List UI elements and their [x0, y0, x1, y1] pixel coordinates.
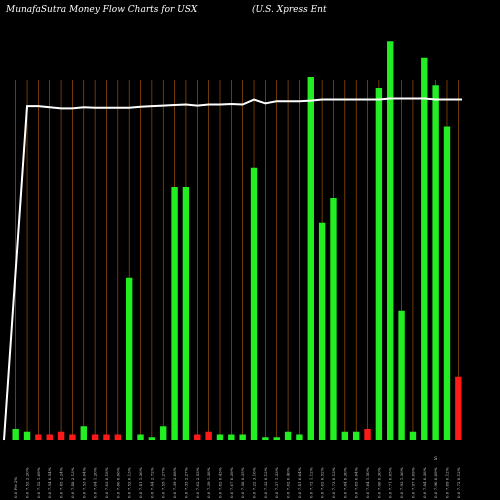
bar — [171, 187, 178, 440]
bar — [387, 41, 394, 440]
bar — [35, 434, 42, 440]
x-tick-label: 0.0 7.54 0.54% — [47, 467, 52, 498]
x-tick-label: 0.0 7.90 0.09% — [433, 467, 438, 498]
bar — [341, 431, 349, 440]
x-tick-label: 0.0 7.82 0.43% — [217, 467, 222, 498]
x-tick-label: 0.0 7.84 1.50% — [365, 467, 370, 498]
bar — [69, 434, 76, 440]
x-tick-label: 0.0 7.84 0.30% — [342, 467, 347, 498]
bar — [273, 437, 280, 440]
x-tick-label: 0.0 7.67 0.39% — [229, 467, 234, 498]
bar — [125, 277, 133, 440]
x-tick-label: 0.0 7.55 1.27% — [161, 467, 166, 498]
bar — [409, 431, 417, 440]
bar — [114, 434, 122, 440]
chart-subtitle: (U.S. Xpress Ent — [252, 4, 327, 15]
x-tick-label: 0.0 7.62 2.53% — [195, 467, 200, 498]
x-tick-label: 0.0 7.39 3.08% — [172, 467, 177, 498]
bar — [182, 187, 190, 440]
bar — [432, 85, 439, 440]
x-tick-label: 0.0 7.45 2.24% — [59, 467, 64, 498]
bar — [216, 434, 224, 440]
bar — [364, 429, 371, 440]
bar — [443, 126, 451, 440]
bar — [137, 434, 144, 440]
money-flow-line — [3, 97, 462, 441]
bar — [57, 431, 65, 440]
bar — [23, 431, 31, 440]
x-tick-label: 0.0 7.22 3.16% — [252, 467, 257, 498]
bar — [80, 426, 87, 440]
bar — [262, 437, 269, 440]
x-tick-label: 0.0 7.63 0.18% — [104, 467, 109, 498]
x-tick-label: 0.0 7.62 0.40% — [286, 467, 291, 498]
bar — [194, 434, 201, 440]
x-tick-label: 0.0 7.53 0.04% — [81, 467, 86, 498]
x-tick-label: 0.0 7.39 1.38% — [206, 467, 211, 498]
bar — [296, 434, 303, 440]
x-tick-label: 0.0 7.35 2.27% — [183, 467, 188, 498]
bar — [375, 88, 383, 440]
x-tick-label: 0.0 7.72 0.12% — [456, 467, 461, 498]
bars — [12, 41, 462, 440]
x-tick-label: 0.0 7.48 2.13% — [70, 467, 75, 498]
x-tick-label: 0.0 7.97 0.09% — [410, 467, 415, 498]
bar — [228, 434, 235, 440]
x-tick-label: 0.0 7.37 1.33% — [274, 467, 279, 498]
bar — [250, 167, 258, 440]
x-tick-label: 0.0 7.52 2.20% — [25, 467, 30, 498]
bar — [352, 431, 360, 440]
bar — [398, 310, 405, 440]
x-tick-label: 0.0 7.92 1.36% — [399, 467, 404, 498]
bar — [330, 198, 337, 440]
x-tick-label: 0.0 7.89 0.12% — [444, 467, 449, 498]
bar — [91, 434, 99, 440]
axis-marker: S — [434, 456, 438, 462]
bar — [421, 57, 428, 440]
x-tick-label: 0.0 7.60 0.06% — [115, 467, 120, 498]
x-tick-label: 0.0 7.73 0.13% — [331, 467, 336, 498]
bar — [284, 431, 292, 440]
x-tick-label: 0.0 7.32 0.12% — [263, 467, 268, 498]
bar — [205, 431, 212, 440]
x-tick-label: 0.0 7.41 1.36% — [138, 467, 143, 498]
x-tick-label: 0.0 7.85 0.04% — [354, 467, 359, 498]
x-tick-label: 0.0 7.44 2.72% — [149, 467, 154, 498]
bar — [239, 434, 246, 440]
x-tick-label: 0.0 7.58 0.35% — [240, 467, 245, 498]
bar — [46, 434, 53, 440]
bar — [160, 426, 167, 440]
bar — [103, 434, 110, 440]
x-tick-label: 0.0 7.71 0.05% — [388, 467, 393, 498]
x-tick-label: 0.0 7.84 0.38% — [422, 467, 427, 498]
x-tick-label: 0.0 7.66 0.30% — [376, 467, 381, 498]
x-tick-label: 0.0 7.72 1.12% — [308, 467, 313, 498]
x-tick-label: 0.0 7.41 0.64% — [297, 467, 302, 498]
x-tick-label: 0.0 7.64 1.20% — [93, 467, 98, 498]
x-tick-label: 0.0 7.62 0.52% — [320, 467, 325, 498]
bar — [12, 429, 19, 440]
bar — [307, 77, 314, 440]
bar — [148, 437, 156, 440]
x-tick-label: 0.0 7.52 1.69% — [36, 467, 41, 498]
x-tick-labels: 0.0 Fri 2% 0.0 7.52 2.20% 0.0 7.52 1.69% 0.… — [13, 467, 461, 498]
bar — [455, 376, 462, 440]
x-tick-label: 0.0 7.52 0.13% — [127, 467, 132, 498]
chart-title: MunafaSutra Money Flow Charts for USX — [5, 5, 198, 15]
x-tick-label: 0.0 Fri 2% — [13, 477, 18, 498]
bar — [318, 222, 326, 440]
